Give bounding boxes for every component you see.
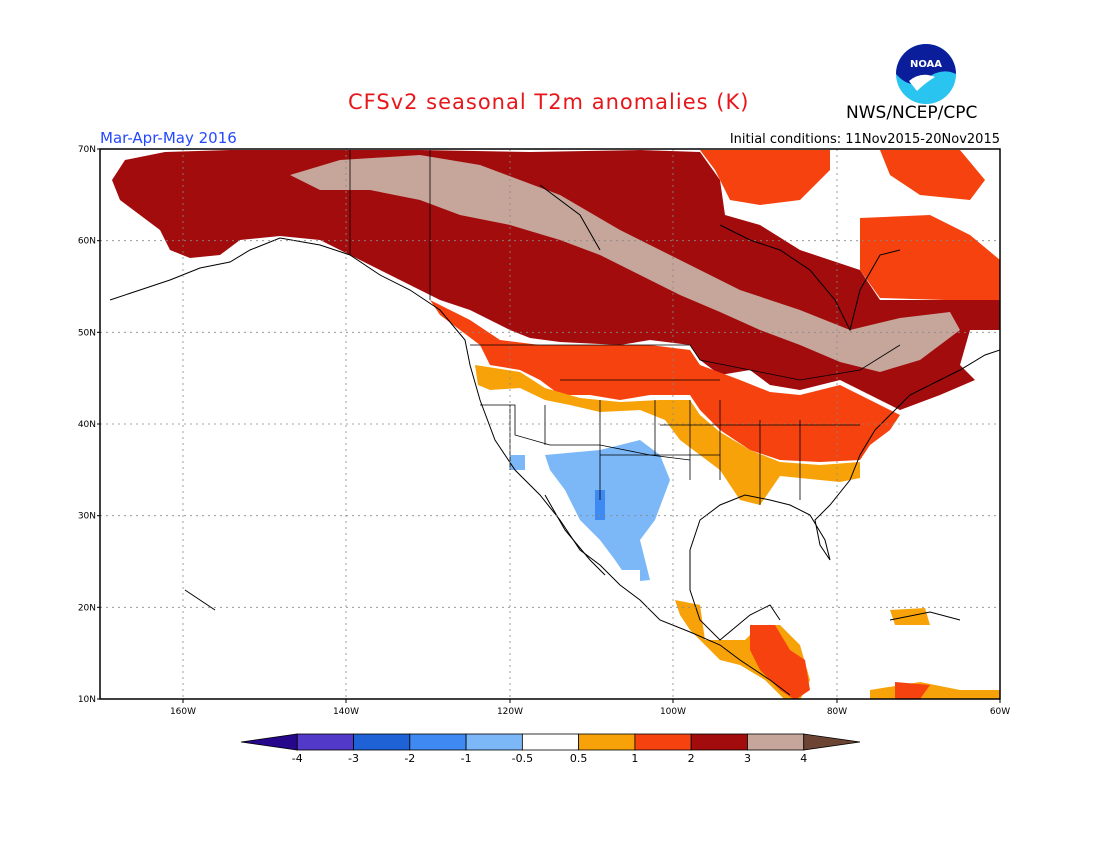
lat-tick-label: 20N [78,603,96,613]
colorbar-label: 4 [800,752,807,765]
colorbar-label: 2 [688,752,695,765]
colorbar-segment [803,733,861,751]
colorbar-label: -3 [348,752,359,765]
lat-tick-label: 10N [78,695,96,705]
colorbar-segment [747,733,805,751]
longitude-labels: 160W 140W 120W 100W 80W 60W [170,699,1010,717]
chart-title: CFSv2 seasonal T2m anomalies (K) [348,90,750,114]
lon-tick-label: 60W [990,707,1010,717]
colorbar-label: 0.5 [570,752,588,765]
colorbar-segment [240,733,298,751]
colorbar-label: -1 [461,752,472,765]
lat-tick-label: 60N [78,237,96,247]
colorbar-label: -0.5 [512,752,533,765]
lat-tick-label: 50N [78,328,96,338]
lat-tick-label: 40N [78,420,96,430]
colorbar-segment [690,733,748,751]
colorbar: -4 -3 -2 -1 -0.5 0.5 1 2 3 4 [240,733,861,765]
colorbar-segment [409,733,467,751]
lat-tick-label: 30N [78,512,96,522]
lon-tick-label: 100W [660,707,686,717]
colorbar-label: 1 [631,752,638,765]
initial-conditions-label: Initial conditions: 11Nov2015-20Nov2015 [729,132,1000,147]
colorbar-segment [296,733,354,751]
colorbar-label: -2 [404,752,415,765]
lon-tick-label: 140W [333,707,359,717]
colorbar-segment [353,733,411,751]
season-label: Mar-Apr-May 2016 [100,129,237,147]
lon-tick-label: 80W [827,707,847,717]
graticule [100,149,1000,699]
anomaly-shading [112,150,1000,699]
coastlines [109,184,1000,696]
colorbar-segment [465,733,523,751]
colorbar-segment [521,733,580,751]
lon-tick-label: 120W [497,707,523,717]
colorbar-label: 3 [744,752,751,765]
noaa-logo-icon: NOAA [896,44,956,104]
svg-text:NOAA: NOAA [910,59,942,70]
lon-tick-label: 160W [170,707,196,717]
colorbar-segment [578,733,636,751]
colorbar-label: -4 [292,752,303,765]
agency-label: NWS/NCEP/CPC [846,103,978,123]
lat-tick-label: 70N [78,145,96,155]
latitude-labels: 70N 60N 50N 40N 30N 20N 10N [78,145,100,705]
colorbar-segment [634,733,692,751]
